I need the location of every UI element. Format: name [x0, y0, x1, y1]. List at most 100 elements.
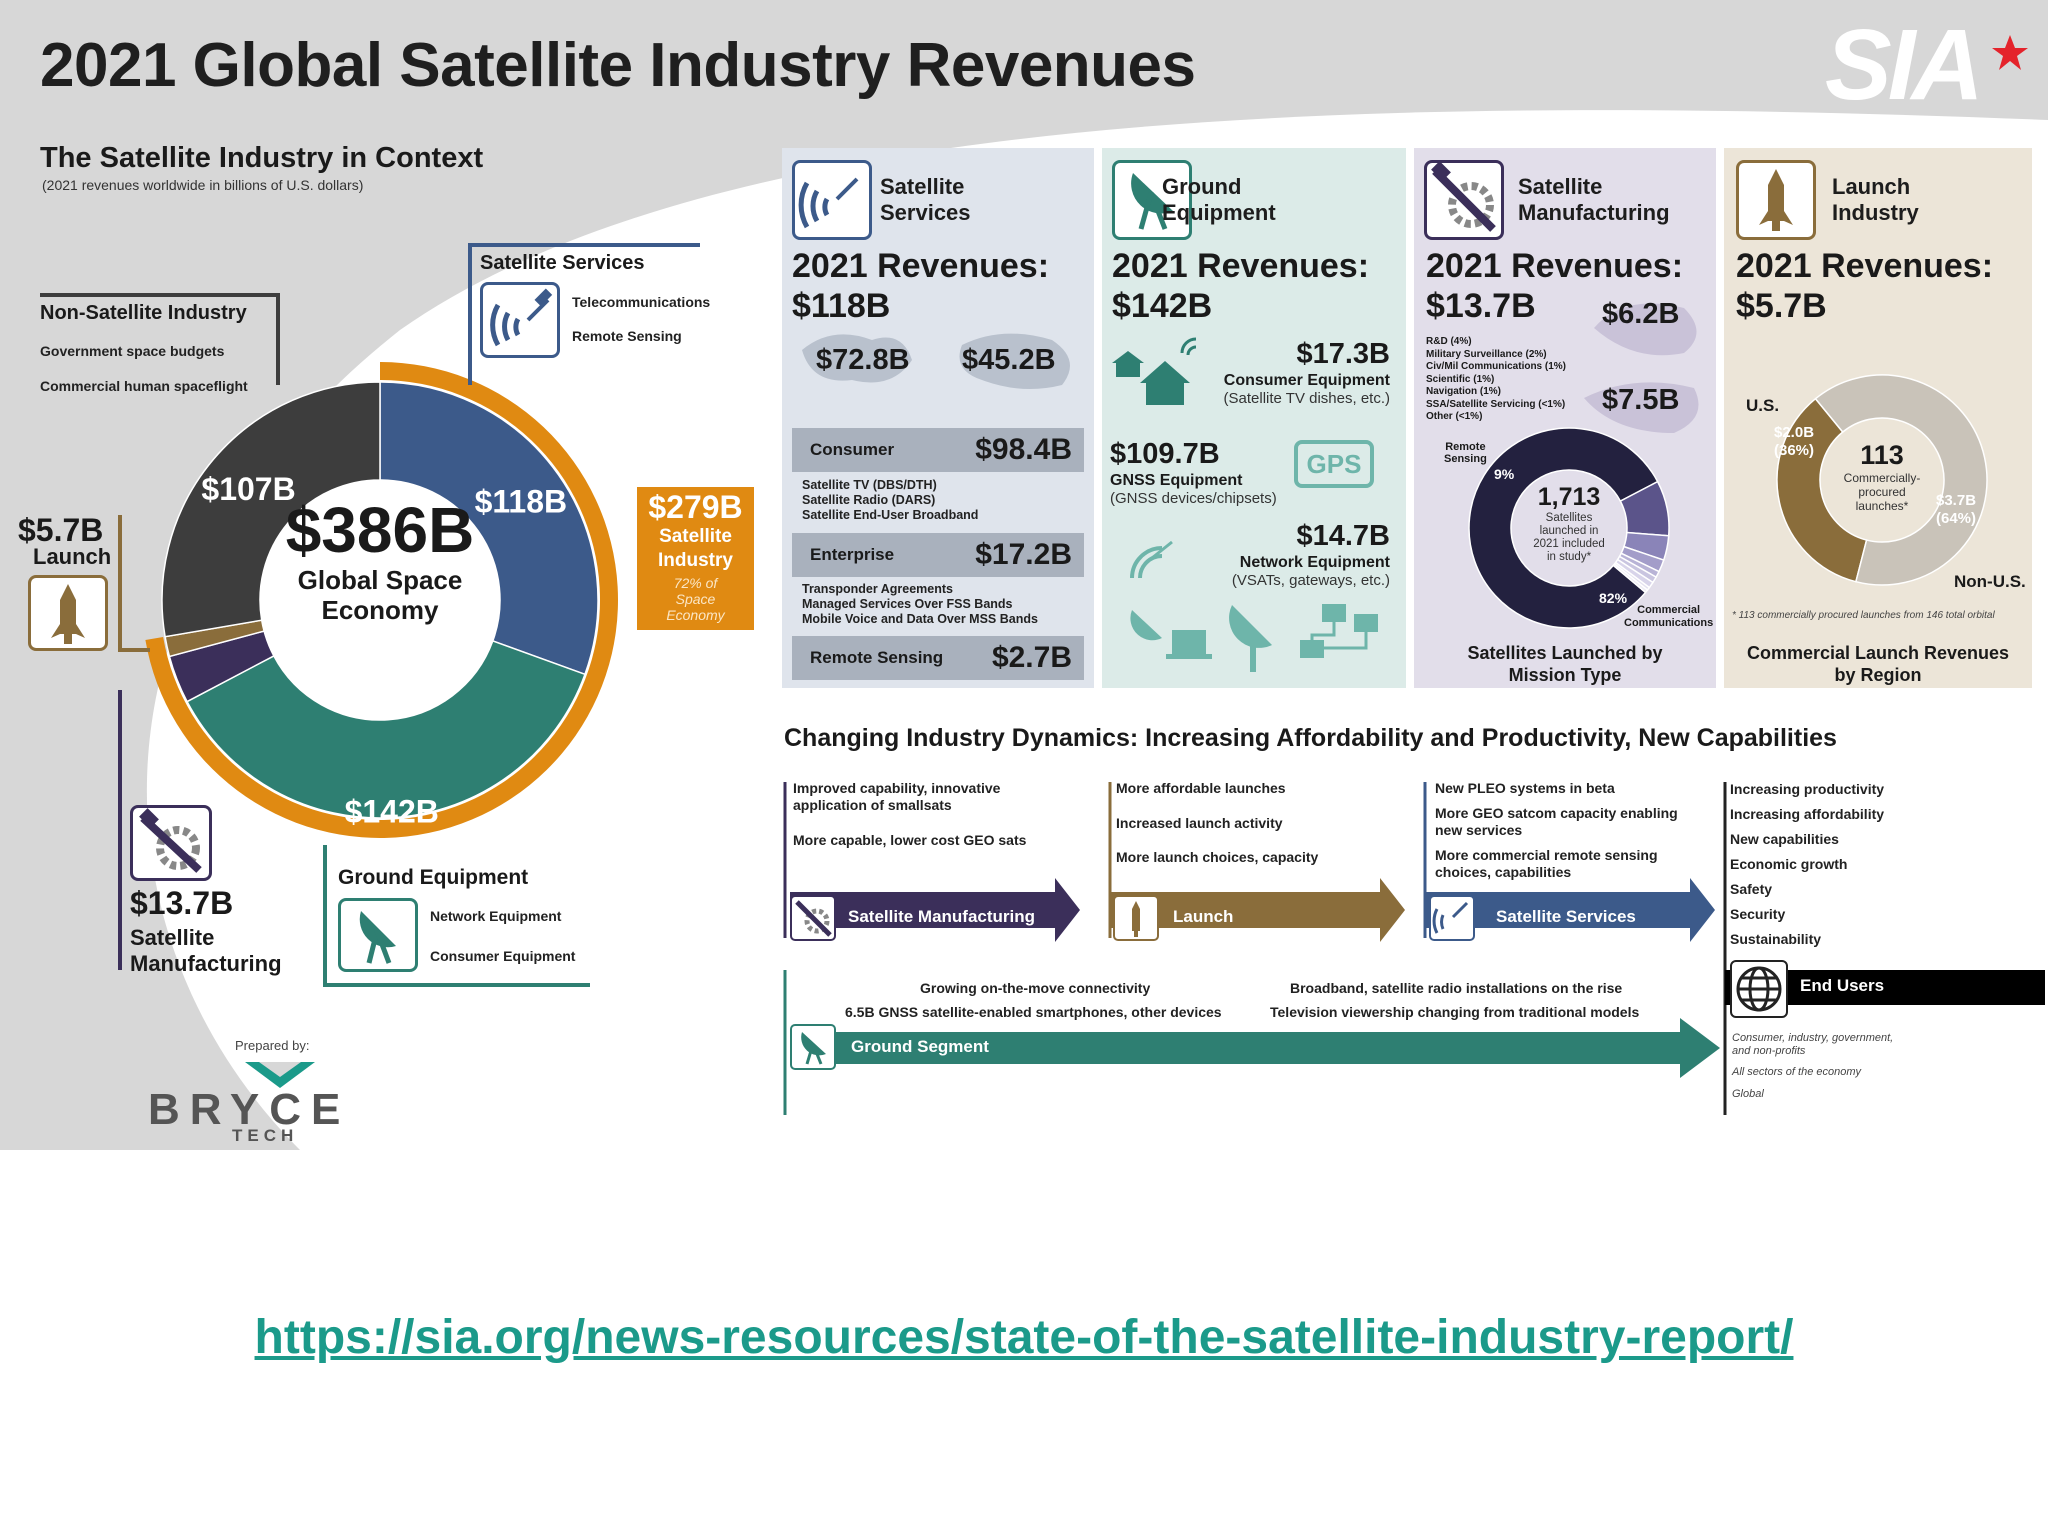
- panel-revenue-value: $142B: [1112, 287, 1213, 325]
- rocket-icon: [1736, 160, 1816, 240]
- slice-ground-equipment: [186, 639, 586, 819]
- end-user-note: All sectors of the economy: [1732, 1066, 1862, 1078]
- us-label: U.S.: [1746, 396, 1780, 415]
- donut-value: 1,713: [1537, 483, 1601, 511]
- chart-caption: Commercial Launch Revenues: [1746, 643, 2010, 663]
- nonus-label: Non-U.S.: [1954, 572, 2026, 591]
- bar-value: $2.7B: [991, 641, 1072, 674]
- ground-note: Growing on-the-move connectivity: [920, 980, 1151, 996]
- dyn-col2: More launch choices, capacity: [1116, 849, 1319, 865]
- arrow-label-end-users: End Users: [1800, 976, 1885, 995]
- slice-non-us: [1814, 374, 1988, 586]
- chart-caption: Satellites Launched by: [1467, 643, 1663, 663]
- panel-revenue-label: 2021 Revenues:: [1112, 247, 1370, 285]
- dyn-col3: New PLEO systems in beta: [1435, 780, 1615, 796]
- network-equipment-name: Network Equipment: [1239, 554, 1390, 571]
- list-item: Transponder Agreements: [802, 582, 953, 596]
- ground-note: 6.5B GNSS satellite-enabled smartphones,…: [845, 1004, 1222, 1020]
- non-satellite-item: Government space budgets: [40, 343, 225, 359]
- satellite-industry-note: Economy: [666, 607, 725, 623]
- panel-satellite-manufacturing: Satellite Manufacturing 2021 Revenues: $13…: [1414, 148, 1716, 688]
- end-user-note: and non-profits: [1732, 1045, 1806, 1057]
- nonus-revenue: $45.2B: [962, 344, 1056, 376]
- dyn-col4: Increasing affordability: [1730, 806, 1885, 822]
- ground-antenna-icon: [338, 898, 418, 972]
- ground-note: Television viewership changing from trad…: [1270, 1004, 1640, 1020]
- mission-list-item: Military Surveillance (2%): [1426, 348, 1547, 360]
- dyn-col4: Security: [1730, 906, 1786, 922]
- rocket-icon: [1113, 895, 1159, 941]
- panel-title: Manufacturing: [1518, 200, 1670, 225]
- center-value: $386B: [285, 494, 475, 566]
- satellite-dish-icon: [480, 282, 560, 358]
- panel-title: Industry: [1832, 200, 1919, 225]
- nonus-value: $3.7B: [1936, 492, 1977, 509]
- list-item: Managed Services Over FSS Bands: [802, 597, 1013, 611]
- donut-center: $386B Global Space Economy: [220, 495, 540, 625]
- arrow-label-services: Satellite Services: [1496, 907, 1636, 926]
- end-user-note: Global: [1732, 1088, 1764, 1100]
- panel-title: Ground: [1162, 174, 1242, 199]
- page-title: 2021 Global Satellite Industry Revenues: [40, 31, 1196, 100]
- sat-services-label: Satellite Services: [480, 252, 645, 274]
- panel-revenue-label: 2021 Revenues:: [1426, 247, 1684, 285]
- ground-item: Consumer Equipment: [430, 948, 576, 964]
- panel-title: Equipment: [1162, 200, 1276, 225]
- ground-antenna-icon: [1112, 160, 1192, 240]
- mission-list-item: Civ/Mil Communications (1%): [1426, 361, 1567, 372]
- world-map-icon: [1584, 303, 1699, 433]
- comm-label: Commercial: [1637, 604, 1701, 616]
- donut-hole: [262, 482, 498, 718]
- satellite-industry-line2: Industry: [658, 550, 733, 571]
- sia-logo: SIA: [1825, 8, 2028, 121]
- gear-satellite-icon: [790, 895, 836, 941]
- panel-title: Launch: [1832, 174, 1911, 199]
- panel-revenue-value: $5.7B: [1736, 287, 1827, 325]
- gnss-desc: (GNSS devices/chipsets): [1110, 490, 1277, 507]
- network-devices-icon: [1130, 604, 1378, 672]
- dyn-col4: Increasing productivity: [1730, 781, 1885, 797]
- dyn-col3: More GEO satcom capacity enabling: [1435, 805, 1678, 821]
- non-satellite-item: Commercial human spaceflight: [40, 378, 248, 394]
- panel-revenue-label: 2021 Revenues:: [1736, 247, 1994, 285]
- panel-title: Satellite: [880, 174, 965, 199]
- panel-title: Services: [880, 200, 971, 225]
- source-link[interactable]: https://sia.org/news-resources/state-of-…: [254, 1311, 1794, 1364]
- list-item: Satellite Radio (DARS): [802, 493, 936, 507]
- panel-title: Satellite: [1518, 174, 1603, 199]
- manufacturing-label1: Satellite: [130, 925, 215, 950]
- satellite-industry-box: $279B Satellite Industry 72% of Space Ec…: [637, 487, 754, 630]
- context-title: The Satellite Industry in Context: [40, 142, 484, 174]
- gps-badge: GPS: [1294, 440, 1374, 488]
- consumer-equipment-desc: (Satellite TV dishes, etc.): [1223, 390, 1390, 407]
- global-space-economy-donut: $118B $142B $107B: [145, 362, 618, 838]
- list-item: Mobile Voice and Data Over MSS Bands: [802, 612, 1038, 626]
- donut-note: in study*: [1546, 551, 1592, 563]
- manufacturing-label2: Manufacturing: [130, 951, 282, 976]
- dyn-col3: choices, capabilities: [1435, 864, 1572, 880]
- dyn-col4: Safety: [1730, 881, 1773, 897]
- gear-satellite-icon: [1424, 160, 1504, 240]
- consumer-equipment-value: $17.3B: [1296, 338, 1390, 370]
- network-equipment-desc: (VSATs, gateways, etc.): [1231, 572, 1390, 589]
- nonus-pct: (64%): [1936, 510, 1977, 527]
- us-value: $2.0B: [1774, 424, 1815, 441]
- launch-footnote: * 113 commercially procured launches fro…: [1732, 610, 1995, 621]
- mission-type-donut: [1468, 427, 1670, 629]
- chart-caption: Mission Type: [1508, 665, 1622, 685]
- us-revenue: $6.2B: [1602, 298, 1680, 330]
- satellite-dish-icon: [792, 160, 872, 240]
- network-equipment-value: $14.7B: [1296, 520, 1390, 552]
- center-line2: Economy: [321, 595, 439, 625]
- panel-revenue-label: 2021 Revenues:: [792, 247, 1050, 285]
- donut-note: Commercially-: [1843, 471, 1921, 485]
- consumer-equipment-name: Consumer Equipment: [1223, 372, 1390, 389]
- gnss-name: GNSS Equipment: [1110, 472, 1243, 489]
- center-line1: Global Space: [297, 565, 463, 595]
- bar-name: Enterprise: [810, 545, 895, 564]
- house-icon: [1112, 337, 1197, 405]
- arrow-label-ground: Ground Segment: [851, 1037, 989, 1056]
- end-user-note: Consumer, industry, government,: [1732, 1032, 1894, 1044]
- slice-satellite-services: [379, 381, 599, 676]
- satellite-industry-note: Space: [675, 591, 716, 607]
